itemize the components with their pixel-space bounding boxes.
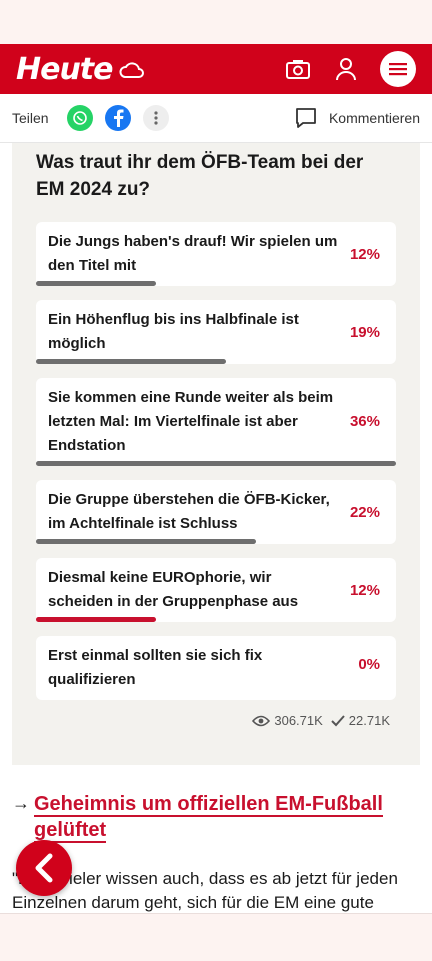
back-button[interactable] bbox=[16, 840, 72, 896]
menu-button[interactable] bbox=[380, 51, 416, 87]
article-body-text: "Die Spieler wissen auch, dass es ab jet… bbox=[12, 869, 398, 912]
weather-cloud-icon bbox=[118, 62, 144, 78]
poll-option-selected[interactable]: Diesmal keine EUROphorie, wir scheiden i… bbox=[36, 558, 396, 622]
related-article-title: Geheimnis um offiziellen EM-Fußball gelü… bbox=[34, 793, 383, 843]
facebook-icon bbox=[113, 109, 124, 127]
more-vertical-icon bbox=[153, 111, 158, 125]
poll-option-text: Erst einmal sollten sie sich fix qualifi… bbox=[48, 647, 263, 688]
poll-option-percent: 12% bbox=[349, 246, 380, 263]
article-content: Was traut ihr dem ÖFB-Team bei der EM 20… bbox=[0, 143, 432, 913]
poll-option-percent: 22% bbox=[349, 504, 380, 521]
status-bar bbox=[0, 0, 432, 44]
site-header: Heute bbox=[0, 44, 432, 94]
hamburger-icon bbox=[389, 63, 407, 76]
logo-text: Heute bbox=[16, 51, 113, 87]
comment-label: Kommentieren bbox=[328, 110, 420, 126]
poll-widget: Was traut ihr dem ÖFB-Team bei der EM 20… bbox=[12, 143, 420, 765]
poll-stats: 306.71K 22.71K bbox=[252, 713, 390, 728]
whatsapp-share-button[interactable] bbox=[66, 105, 93, 131]
poll-option[interactable]: Die Jungs haben's drauf! Wir spielen um … bbox=[36, 222, 396, 286]
poll-option-bar bbox=[36, 461, 396, 466]
checkmark-icon bbox=[331, 714, 345, 726]
share-label: Teilen bbox=[12, 110, 49, 126]
poll-option-percent: 36% bbox=[349, 413, 380, 430]
site-logo[interactable]: Heute bbox=[16, 52, 145, 87]
camera-icon[interactable] bbox=[284, 55, 312, 83]
poll-option-bar bbox=[36, 359, 226, 364]
comment-icon bbox=[296, 108, 316, 128]
arrow-right-icon: → bbox=[12, 793, 30, 813]
comment-button[interactable]: Kommentieren bbox=[295, 94, 420, 142]
views-stat: 306.71K bbox=[252, 713, 323, 728]
share-bar: Teilen Kommentieren bbox=[0, 94, 432, 143]
bottom-navigation-area bbox=[0, 913, 432, 961]
poll-option-bar bbox=[36, 539, 256, 544]
more-share-button[interactable] bbox=[142, 105, 169, 131]
poll-option-percent: 0% bbox=[358, 656, 380, 673]
poll-option-text: Ein Höhenflug bis ins Halbfinale ist mög… bbox=[48, 311, 299, 352]
votes-count: 22.71K bbox=[348, 713, 390, 728]
poll-option-bar bbox=[36, 281, 156, 286]
chevron-left-icon bbox=[35, 853, 53, 883]
views-count: 306.71K bbox=[274, 713, 323, 728]
whatsapp-icon bbox=[72, 111, 87, 125]
poll-option[interactable]: Ein Höhenflug bis ins Halbfinale ist mög… bbox=[36, 300, 396, 364]
poll-question: Was traut ihr dem ÖFB-Team bei der EM 20… bbox=[36, 152, 364, 200]
poll-option[interactable]: Sie kommen eine Runde weiter als beim le… bbox=[36, 378, 396, 466]
poll-option-text: Die Gruppe überstehen die ÖFB-Kicker, im… bbox=[48, 491, 330, 532]
eye-icon bbox=[252, 715, 271, 726]
poll-option-percent: 19% bbox=[349, 324, 380, 341]
poll-option-text: Die Jungs haben's drauf! Wir spielen um … bbox=[48, 233, 338, 274]
poll-option-percent: 12% bbox=[349, 582, 380, 599]
facebook-share-button[interactable] bbox=[104, 105, 131, 131]
poll-option-bar bbox=[36, 617, 156, 622]
poll-option[interactable]: Die Gruppe überstehen die ÖFB-Kicker, im… bbox=[36, 480, 396, 544]
user-icon[interactable] bbox=[332, 55, 360, 83]
poll-option[interactable]: Erst einmal sollten sie sich fix qualifi… bbox=[36, 636, 396, 700]
poll-option-text: Diesmal keine EUROphorie, wir scheiden i… bbox=[48, 569, 299, 610]
poll-option-text: Sie kommen eine Runde weiter als beim le… bbox=[48, 389, 334, 454]
votes-stat: 22.71K bbox=[331, 713, 390, 728]
